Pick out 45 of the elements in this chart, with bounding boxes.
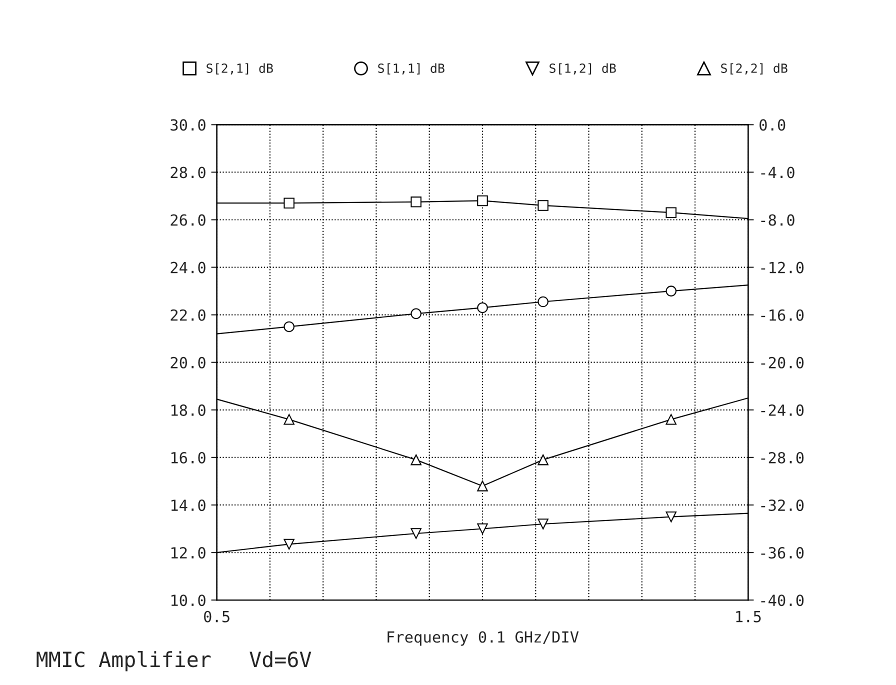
point (538, 518, 548, 530)
point (477, 523, 488, 534)
x-tick-label: 1.5 (736, 611, 761, 622)
y-tick-label: 12.0 (171, 547, 206, 559)
point (538, 296, 548, 308)
y2-tick-label: 0.0 (760, 119, 786, 131)
y2-tick-label: -12.0 (761, 262, 804, 274)
y2-tick-label: -8.0 (761, 214, 794, 226)
point (410, 454, 422, 466)
point (284, 321, 294, 332)
y2-tick-label: -32.0 (761, 499, 804, 512)
y2-tick-label: -20.0 (761, 356, 804, 368)
y2-tick-label: -40.0 (761, 594, 804, 606)
y-tick-label: 14.0 (171, 499, 206, 512)
y2-tick-label: -36.0 (761, 547, 804, 559)
y2-tick-label: -16.0 (761, 309, 804, 321)
x-tick-label: 0.5 (204, 610, 230, 622)
y2-tick-label: -28.0 (761, 452, 804, 464)
y-tick-label: 16.0 (171, 452, 206, 464)
legend-label: S[1,2] dB (550, 63, 616, 75)
point (410, 528, 422, 539)
y-tick-label: 20.0 (170, 356, 206, 368)
text: MMIC Amplifier Vd=6V (36, 651, 312, 672)
point (538, 454, 548, 466)
legend-label: S[2,1] dB (206, 63, 273, 75)
y-tick-label: 28.0 (170, 166, 206, 178)
y-tick-label: 24.0 (170, 262, 206, 274)
point (284, 538, 294, 550)
point (666, 286, 676, 296)
point (477, 302, 488, 314)
legend-label: S[2,2] dB (721, 63, 788, 75)
y-tick-label: 26.0 (170, 214, 206, 226)
x-axis-title: Frequency 0.1 GHz/DIV (388, 631, 579, 646)
point (410, 308, 422, 320)
y-tick-label: 22.0 (170, 309, 206, 321)
y2-tick-label: -24.0 (761, 404, 804, 416)
y-tick-label: 10.0 (171, 594, 206, 606)
y-tick-label: 18.0 (171, 404, 206, 416)
y-tick-label: 30.0 (170, 119, 206, 131)
point (477, 480, 488, 492)
legend-label: S[1,1] dB (378, 63, 444, 75)
point (666, 414, 676, 425)
point (284, 414, 294, 425)
point (666, 511, 676, 522)
y2-tick-label: -4.0 (761, 166, 794, 178)
